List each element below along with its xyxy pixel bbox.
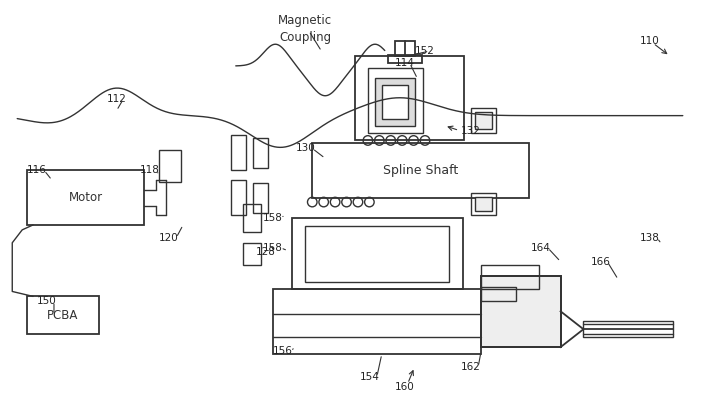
Bar xyxy=(231,136,246,170)
Bar xyxy=(481,276,561,347)
Bar xyxy=(272,289,481,354)
Text: 156: 156 xyxy=(272,346,293,356)
Bar xyxy=(471,108,496,133)
Text: 132: 132 xyxy=(461,126,481,136)
Text: Motor: Motor xyxy=(69,191,102,204)
Text: 116: 116 xyxy=(27,165,47,175)
Bar xyxy=(159,150,181,182)
Bar xyxy=(583,321,673,337)
Text: 110: 110 xyxy=(640,36,660,46)
Bar xyxy=(243,204,260,232)
Text: Spline Shaft: Spline Shaft xyxy=(383,164,458,177)
Text: 160: 160 xyxy=(395,382,414,392)
Bar xyxy=(243,243,260,265)
Bar xyxy=(293,218,463,289)
Text: 162: 162 xyxy=(461,362,481,372)
Text: 158: 158 xyxy=(263,243,282,253)
Text: 120: 120 xyxy=(159,233,179,243)
Bar xyxy=(27,170,145,225)
Bar xyxy=(368,68,423,133)
Text: 114: 114 xyxy=(395,58,415,68)
Bar xyxy=(375,78,415,126)
Text: PCBA: PCBA xyxy=(47,309,79,322)
Text: 154: 154 xyxy=(360,372,380,382)
Text: 164: 164 xyxy=(531,243,550,253)
Bar xyxy=(471,193,496,215)
Text: 128: 128 xyxy=(256,247,275,257)
Bar xyxy=(475,197,492,211)
Bar xyxy=(388,55,421,63)
Text: 138: 138 xyxy=(640,233,660,243)
Bar xyxy=(27,297,99,334)
Bar xyxy=(312,144,529,198)
Text: 152: 152 xyxy=(415,46,435,56)
Bar xyxy=(253,139,267,168)
Bar xyxy=(382,85,408,118)
Bar xyxy=(481,276,561,347)
Bar xyxy=(475,112,492,129)
Text: Magnetic
Coupling: Magnetic Coupling xyxy=(278,14,332,44)
Text: 166: 166 xyxy=(590,257,610,267)
Bar xyxy=(481,287,516,302)
Bar xyxy=(355,56,464,140)
Bar xyxy=(481,265,538,289)
Text: 150: 150 xyxy=(37,297,57,307)
Bar xyxy=(395,41,415,56)
Text: 130: 130 xyxy=(296,143,315,153)
Bar xyxy=(305,226,449,281)
Text: 118: 118 xyxy=(140,165,159,175)
Text: 158: 158 xyxy=(263,213,282,223)
Bar xyxy=(253,183,267,213)
Text: 112: 112 xyxy=(107,94,126,104)
Bar xyxy=(231,180,246,215)
